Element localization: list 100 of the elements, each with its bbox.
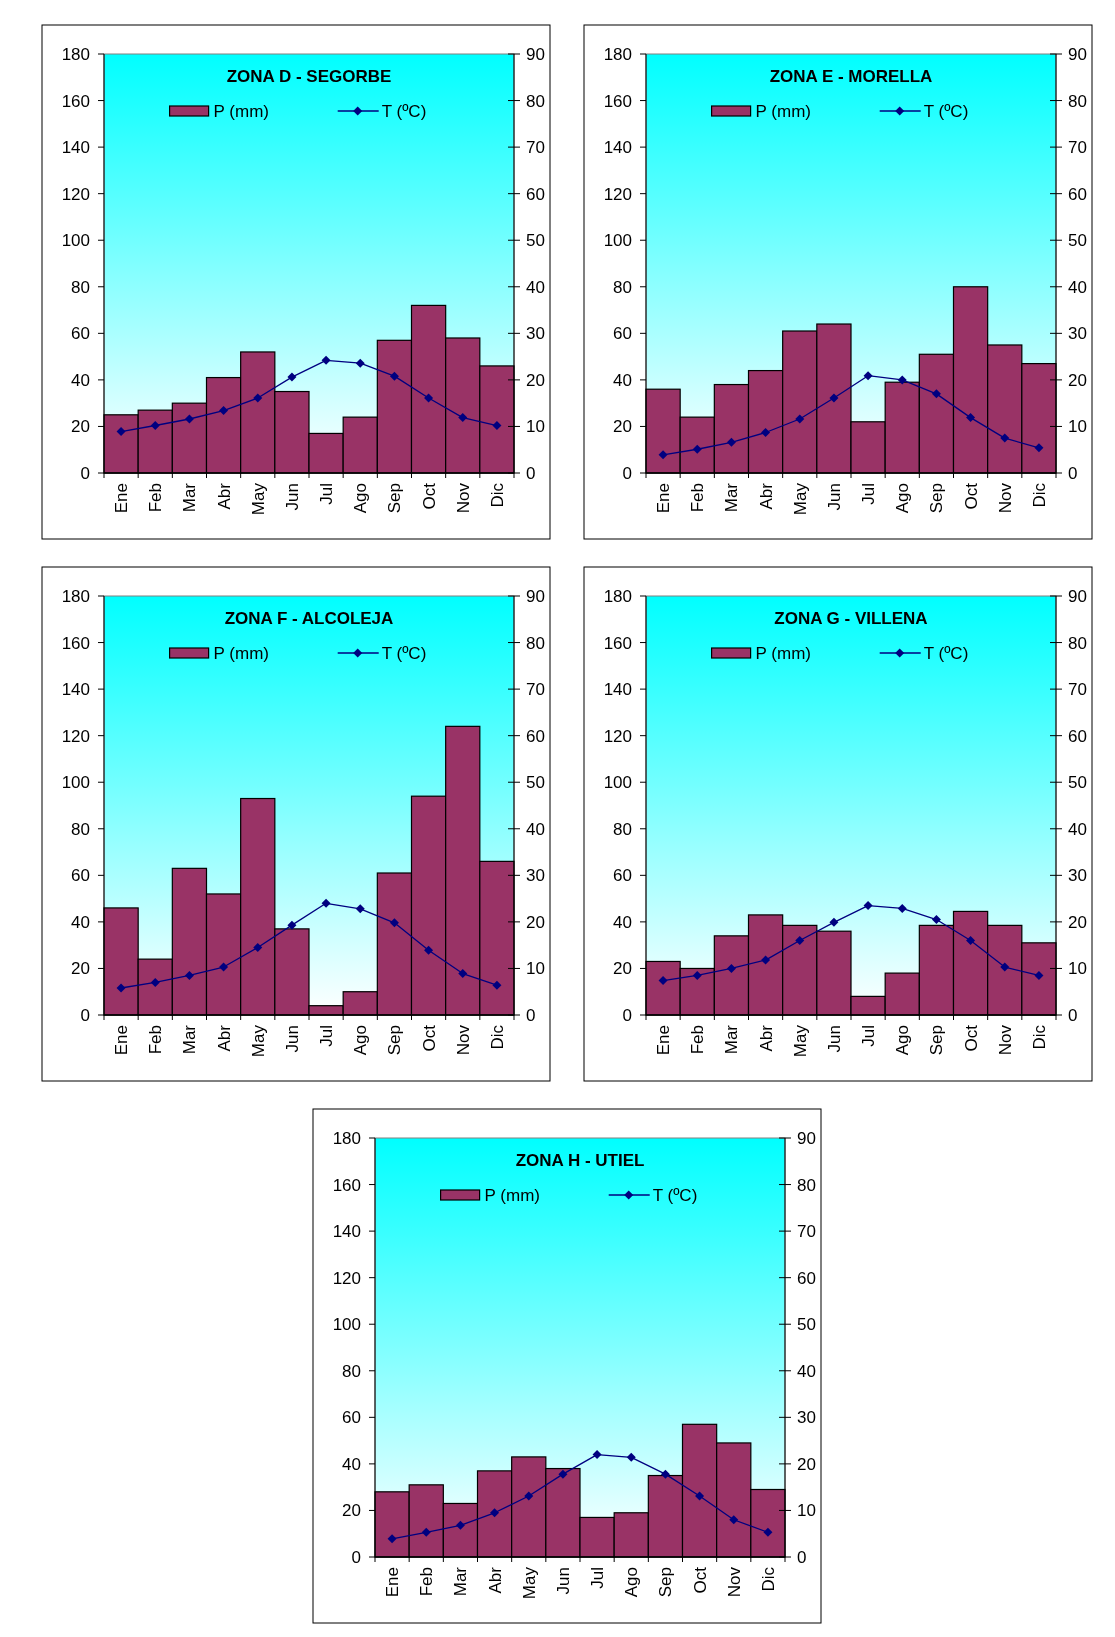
y-tick-label: 120 — [61, 184, 90, 204]
point — [355, 904, 365, 914]
point — [626, 1452, 636, 1462]
legend-label: T (ºC) — [923, 101, 969, 121]
y-tick-label: 20 — [71, 959, 90, 979]
y-tick-label: 40 — [613, 370, 632, 390]
x-tick-label: Nov — [453, 1024, 473, 1056]
point — [761, 955, 771, 965]
text: ZONA D - SEGORBE — [226, 66, 392, 86]
y2-tick-label: 70 — [797, 1222, 816, 1242]
x-tick-label: Jul — [859, 483, 879, 505]
point — [424, 945, 434, 955]
y2-tick-label: 20 — [1068, 912, 1087, 932]
point — [455, 1520, 465, 1530]
point — [695, 1491, 705, 1501]
x-tick-label: Jun — [824, 483, 844, 511]
y-tick-label: 80 — [613, 819, 632, 839]
y-tick-label: 120 — [603, 726, 632, 746]
legend-label: T (ºC) — [923, 643, 969, 663]
y2-tick-label: 80 — [1068, 91, 1087, 111]
y2-tick-label: 10 — [526, 959, 545, 979]
y-tick-label: 160 — [603, 633, 632, 653]
y-tick-label: 0 — [80, 463, 90, 483]
x-tick-label: Jul — [859, 1025, 879, 1047]
text: ZONA G - VILLENA — [774, 608, 928, 628]
y2-tick-label: 20 — [526, 912, 545, 932]
point — [150, 421, 160, 431]
x-tick-label: Jun — [553, 1567, 573, 1595]
legend-label: T (ºC) — [652, 1185, 698, 1205]
x-tick-label: Nov — [995, 482, 1015, 514]
y-tick-label: 60 — [71, 866, 90, 886]
x-tick-label: Jul — [317, 483, 337, 505]
x-tick-label: Sep — [385, 1025, 405, 1056]
point — [1000, 433, 1010, 443]
y2-tick-label: 30 — [1068, 324, 1087, 344]
y2-tick-label: 70 — [1068, 680, 1087, 700]
y-tick-label: 160 — [61, 91, 90, 111]
x-tick-label: Mar — [451, 1566, 471, 1597]
x-tick-label: Feb — [146, 483, 166, 513]
x-tick-label: Jun — [282, 1025, 302, 1053]
y2-tick-label: 30 — [526, 866, 545, 886]
y2-tick-label: 90 — [1068, 44, 1087, 64]
point — [726, 963, 736, 973]
point — [1034, 443, 1044, 453]
x-tick-label: Ago — [622, 1567, 642, 1598]
point — [492, 421, 502, 431]
y2-tick-label: 80 — [526, 633, 545, 653]
y-tick-label: 40 — [71, 370, 90, 390]
x-tick-label: Nov — [995, 1024, 1015, 1056]
y-tick-label: 40 — [71, 912, 90, 932]
point — [458, 969, 468, 979]
y2-tick-label: 10 — [797, 1501, 816, 1521]
y-tick-label: 140 — [603, 680, 632, 700]
point — [116, 983, 126, 993]
x-tick-label: Jun — [282, 483, 302, 511]
x-tick-label: Mar — [180, 1024, 200, 1055]
text: ZONA H - UTIEL — [515, 1150, 645, 1170]
point — [863, 371, 873, 381]
y2-tick-label: 50 — [797, 1315, 816, 1335]
y2-tick-label: 60 — [526, 726, 545, 746]
point — [424, 393, 434, 403]
x-tick-label: Feb — [417, 1567, 437, 1597]
y2-tick-label: 80 — [1068, 633, 1087, 653]
y2-tick-label: 10 — [1068, 417, 1087, 437]
x-tick-label: Ago — [893, 483, 913, 514]
point — [492, 980, 502, 990]
y-tick-label: 20 — [342, 1501, 361, 1521]
x-tick-label: May — [790, 1024, 810, 1058]
y2-tick-label: 40 — [526, 277, 545, 297]
legend-label: P (mm) — [755, 643, 812, 663]
y2-tick-label: 0 — [526, 1005, 536, 1025]
x-tick-label: Nov — [453, 482, 473, 514]
x-tick-label: Abr — [485, 1566, 505, 1594]
point — [219, 962, 229, 972]
x-tick-label: May — [519, 1566, 539, 1600]
y-tick-label: 180 — [603, 44, 632, 64]
point — [897, 903, 907, 913]
point — [253, 942, 263, 952]
point — [931, 915, 941, 925]
y-tick-label: 20 — [613, 959, 632, 979]
y-tick-label: 40 — [342, 1454, 361, 1474]
point — [321, 898, 331, 908]
point — [524, 1491, 534, 1501]
y-tick-label: 160 — [332, 1175, 361, 1195]
y2-tick-label: 0 — [797, 1547, 807, 1567]
point — [389, 371, 399, 381]
legend-label: P (mm) — [755, 101, 812, 121]
point — [219, 406, 229, 416]
y2-tick-label: 10 — [1068, 959, 1087, 979]
y-tick-label: 0 — [351, 1547, 361, 1567]
x-tick-label: Dic — [1029, 482, 1049, 508]
y-tick-label: 0 — [80, 1005, 90, 1025]
y-tick-label: 120 — [332, 1268, 361, 1288]
y2-tick-label: 60 — [1068, 726, 1087, 746]
legend-label: T (ºC) — [381, 643, 427, 663]
y-tick-label: 160 — [603, 91, 632, 111]
y2-tick-label: 90 — [797, 1128, 816, 1148]
point — [829, 393, 839, 403]
y-tick-label: 160 — [61, 633, 90, 653]
x-tick-label: Dic — [487, 482, 507, 508]
